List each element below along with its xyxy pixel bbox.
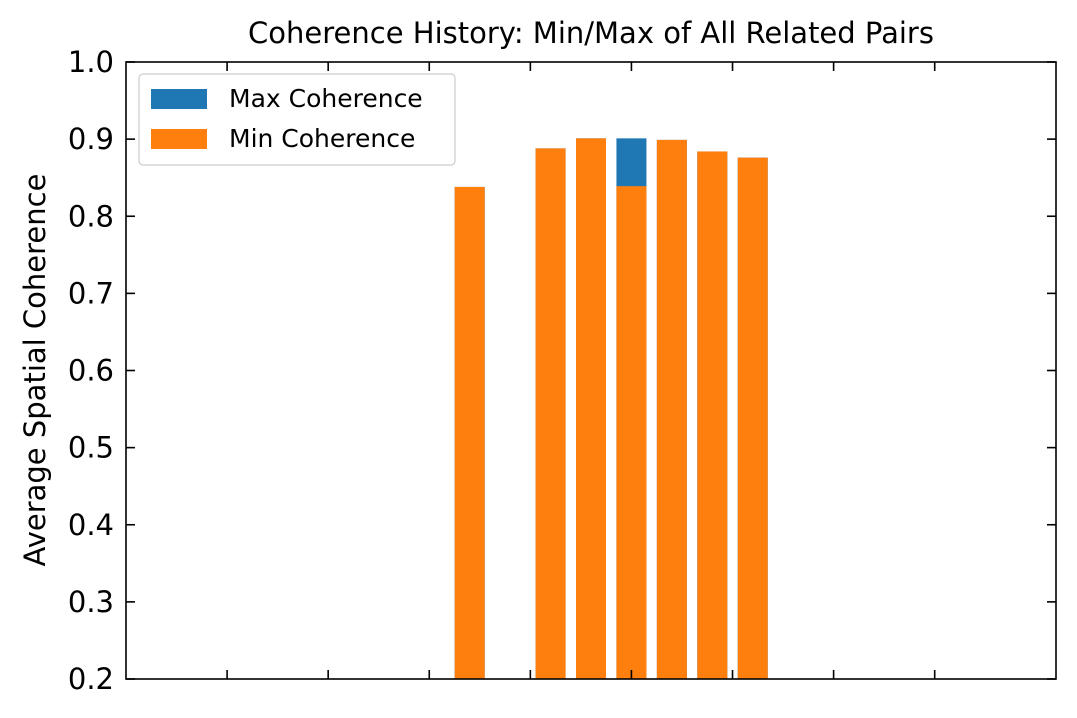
bar-min-5 [697,151,728,680]
y-tick-label-6: 0.8 [68,199,114,233]
bar-min-0 [454,186,485,679]
y-tick-label-7: 0.9 [68,122,114,156]
legend-label-0: Max Coherence [229,84,423,113]
bar-min-2 [576,138,606,680]
plot-frame [125,61,1057,680]
legend-label-1: Min Coherence [229,124,415,153]
y-tick-label-4: 0.6 [68,354,114,388]
y-tick-label-0: 0.2 [68,662,114,696]
y-tick-label-3: 0.5 [68,431,114,465]
y-tick-label-5: 0.7 [68,276,114,310]
legend-box [138,73,456,166]
chart-title: Coherence History: Min/Max of All Relate… [248,16,934,50]
bar-min-1 [535,148,566,679]
y-tick-label-1: 0.3 [68,585,114,619]
legend: Max Coherence Min Coherence [138,73,456,166]
bars-layer [454,138,768,680]
bar-min-6 [737,157,768,679]
legend-swatch-1 [151,129,207,149]
y-axis-title: Average Spatial Coherence [18,174,52,567]
bar-min-3 [616,186,647,680]
bar-min-4 [656,139,687,679]
legend-swatch-0 [151,89,207,109]
y-tick-label-8: 1.0 [68,45,114,79]
y-tick-label-2: 0.4 [68,508,114,542]
